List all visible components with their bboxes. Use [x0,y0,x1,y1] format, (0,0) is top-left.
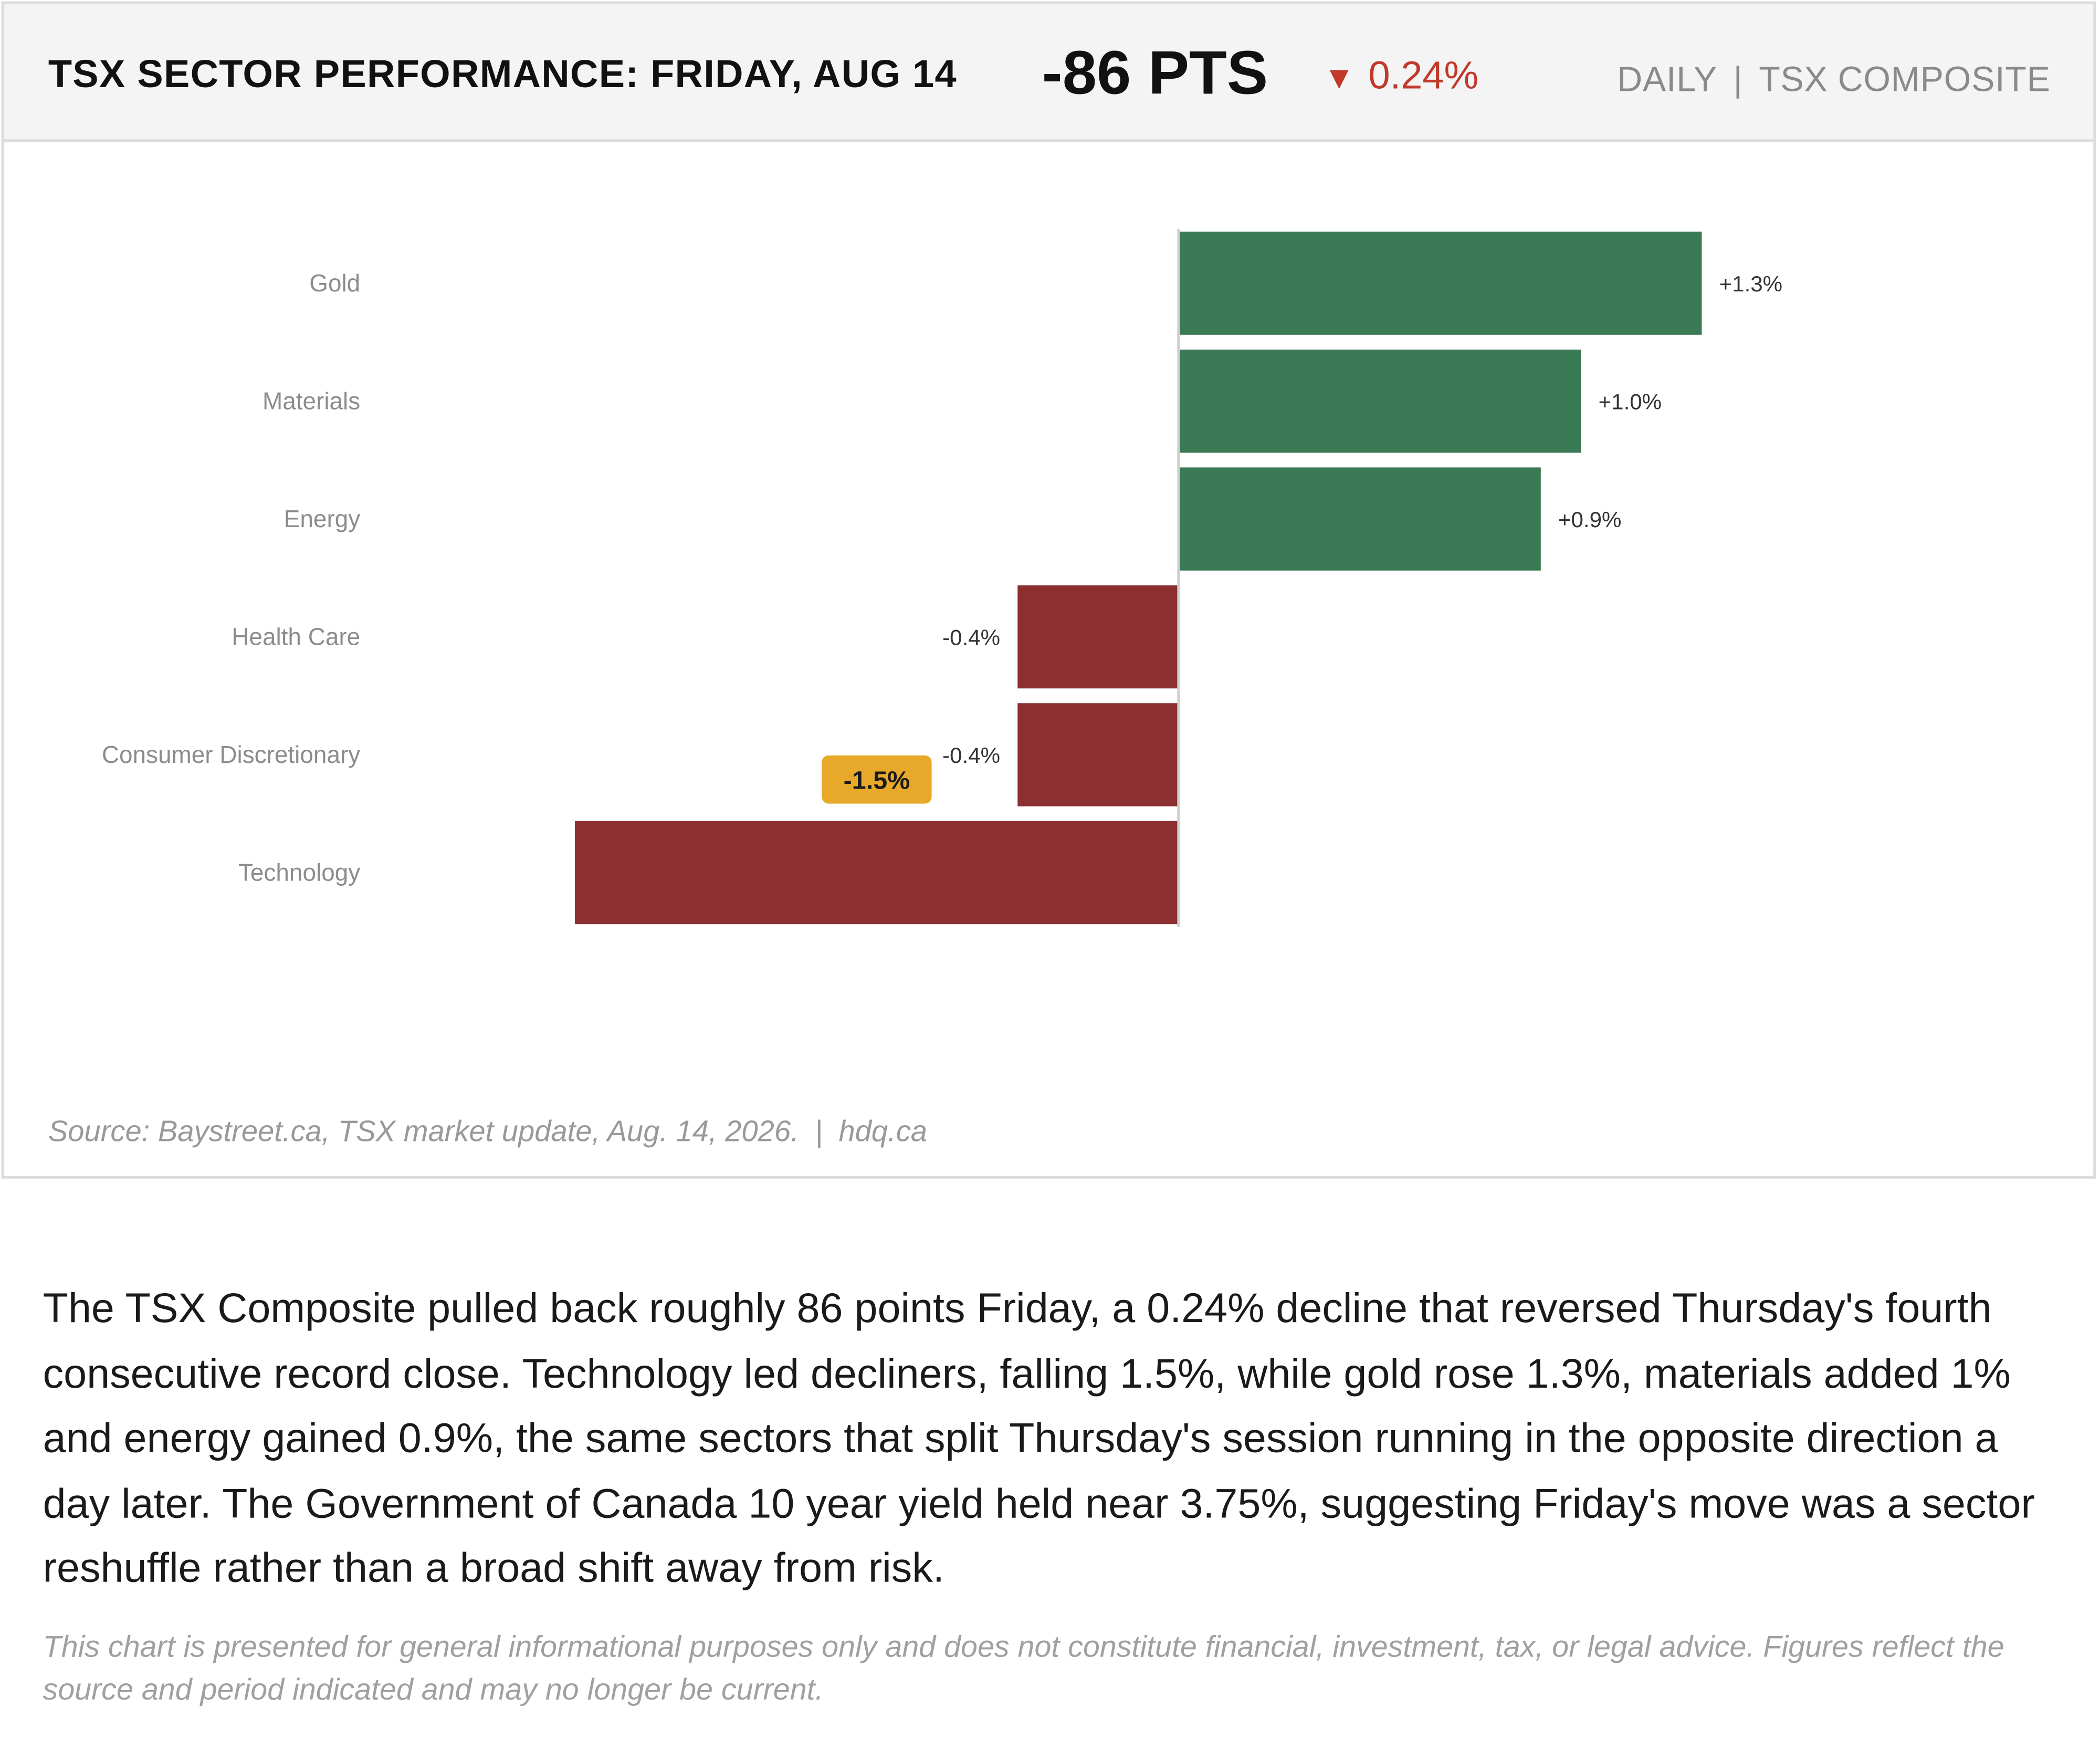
disclaimer: This chart is presented for general info… [43,1629,2004,1706]
header-separator: | [1733,59,1743,99]
source-note: Source: Baystreet.ca, TSX market update,… [48,1114,927,1149]
category-label: Materials [262,387,360,414]
value-label: +1.3% [1719,271,1782,296]
category-label: Energy [284,505,360,532]
percent-change-value: 0.24% [1368,55,1479,98]
source-site: hdq.ca [838,1114,928,1148]
category-label: Consumer Discretionary [102,741,360,768]
category-label: Technology [238,858,360,886]
frequency-label: DAILY [1617,59,1717,99]
value-label: -0.4% [942,743,1000,768]
chart-title: TSX SECTOR PERFORMANCE: FRIDAY, AUG 14 [48,54,957,97]
value-label: +1.0% [1599,389,1662,414]
highlight-badge [822,755,932,804]
category-label: Gold [309,269,360,297]
source-text: Source: Baystreet.ca, TSX market update,… [48,1114,799,1148]
highlight-label: -1.5% [844,767,910,795]
percent-change: ▼ 0.24% [1323,55,1478,99]
value-label: -0.4% [942,625,1000,649]
down-arrow-icon: ▼ [1323,60,1356,97]
bar-consumer-discretionary [1017,703,1179,806]
bar-technology [575,821,1179,925]
bar-chart: Gold +1.3% Materials +1.0% Energy +0.9% Health… [102,229,1782,927]
summary-paragraph: The TSX Composite pulled back roughly 86… [43,1284,2035,1591]
bar-gold [1178,232,1702,335]
chart-header: TSX SECTOR PERFORMANCE: FRIDAY, AUG 14 -… [4,4,2094,142]
value-label: +0.9% [1558,507,1621,532]
chart-card: TSX SECTOR PERFORMANCE: FRIDAY, AUG 14 -… [1,1,2096,1179]
category-label: Health Care [232,623,360,650]
source-separator: | [815,1114,823,1148]
header-meta: DAILY | TSX COMPOSITE [1617,59,2050,100]
index-label: TSX COMPOSITE [1759,59,2051,99]
bar-energy [1178,467,1541,571]
bar-health-care [1017,585,1179,689]
points-change: -86 PTS [1042,37,1268,108]
bar-materials [1178,349,1581,453]
